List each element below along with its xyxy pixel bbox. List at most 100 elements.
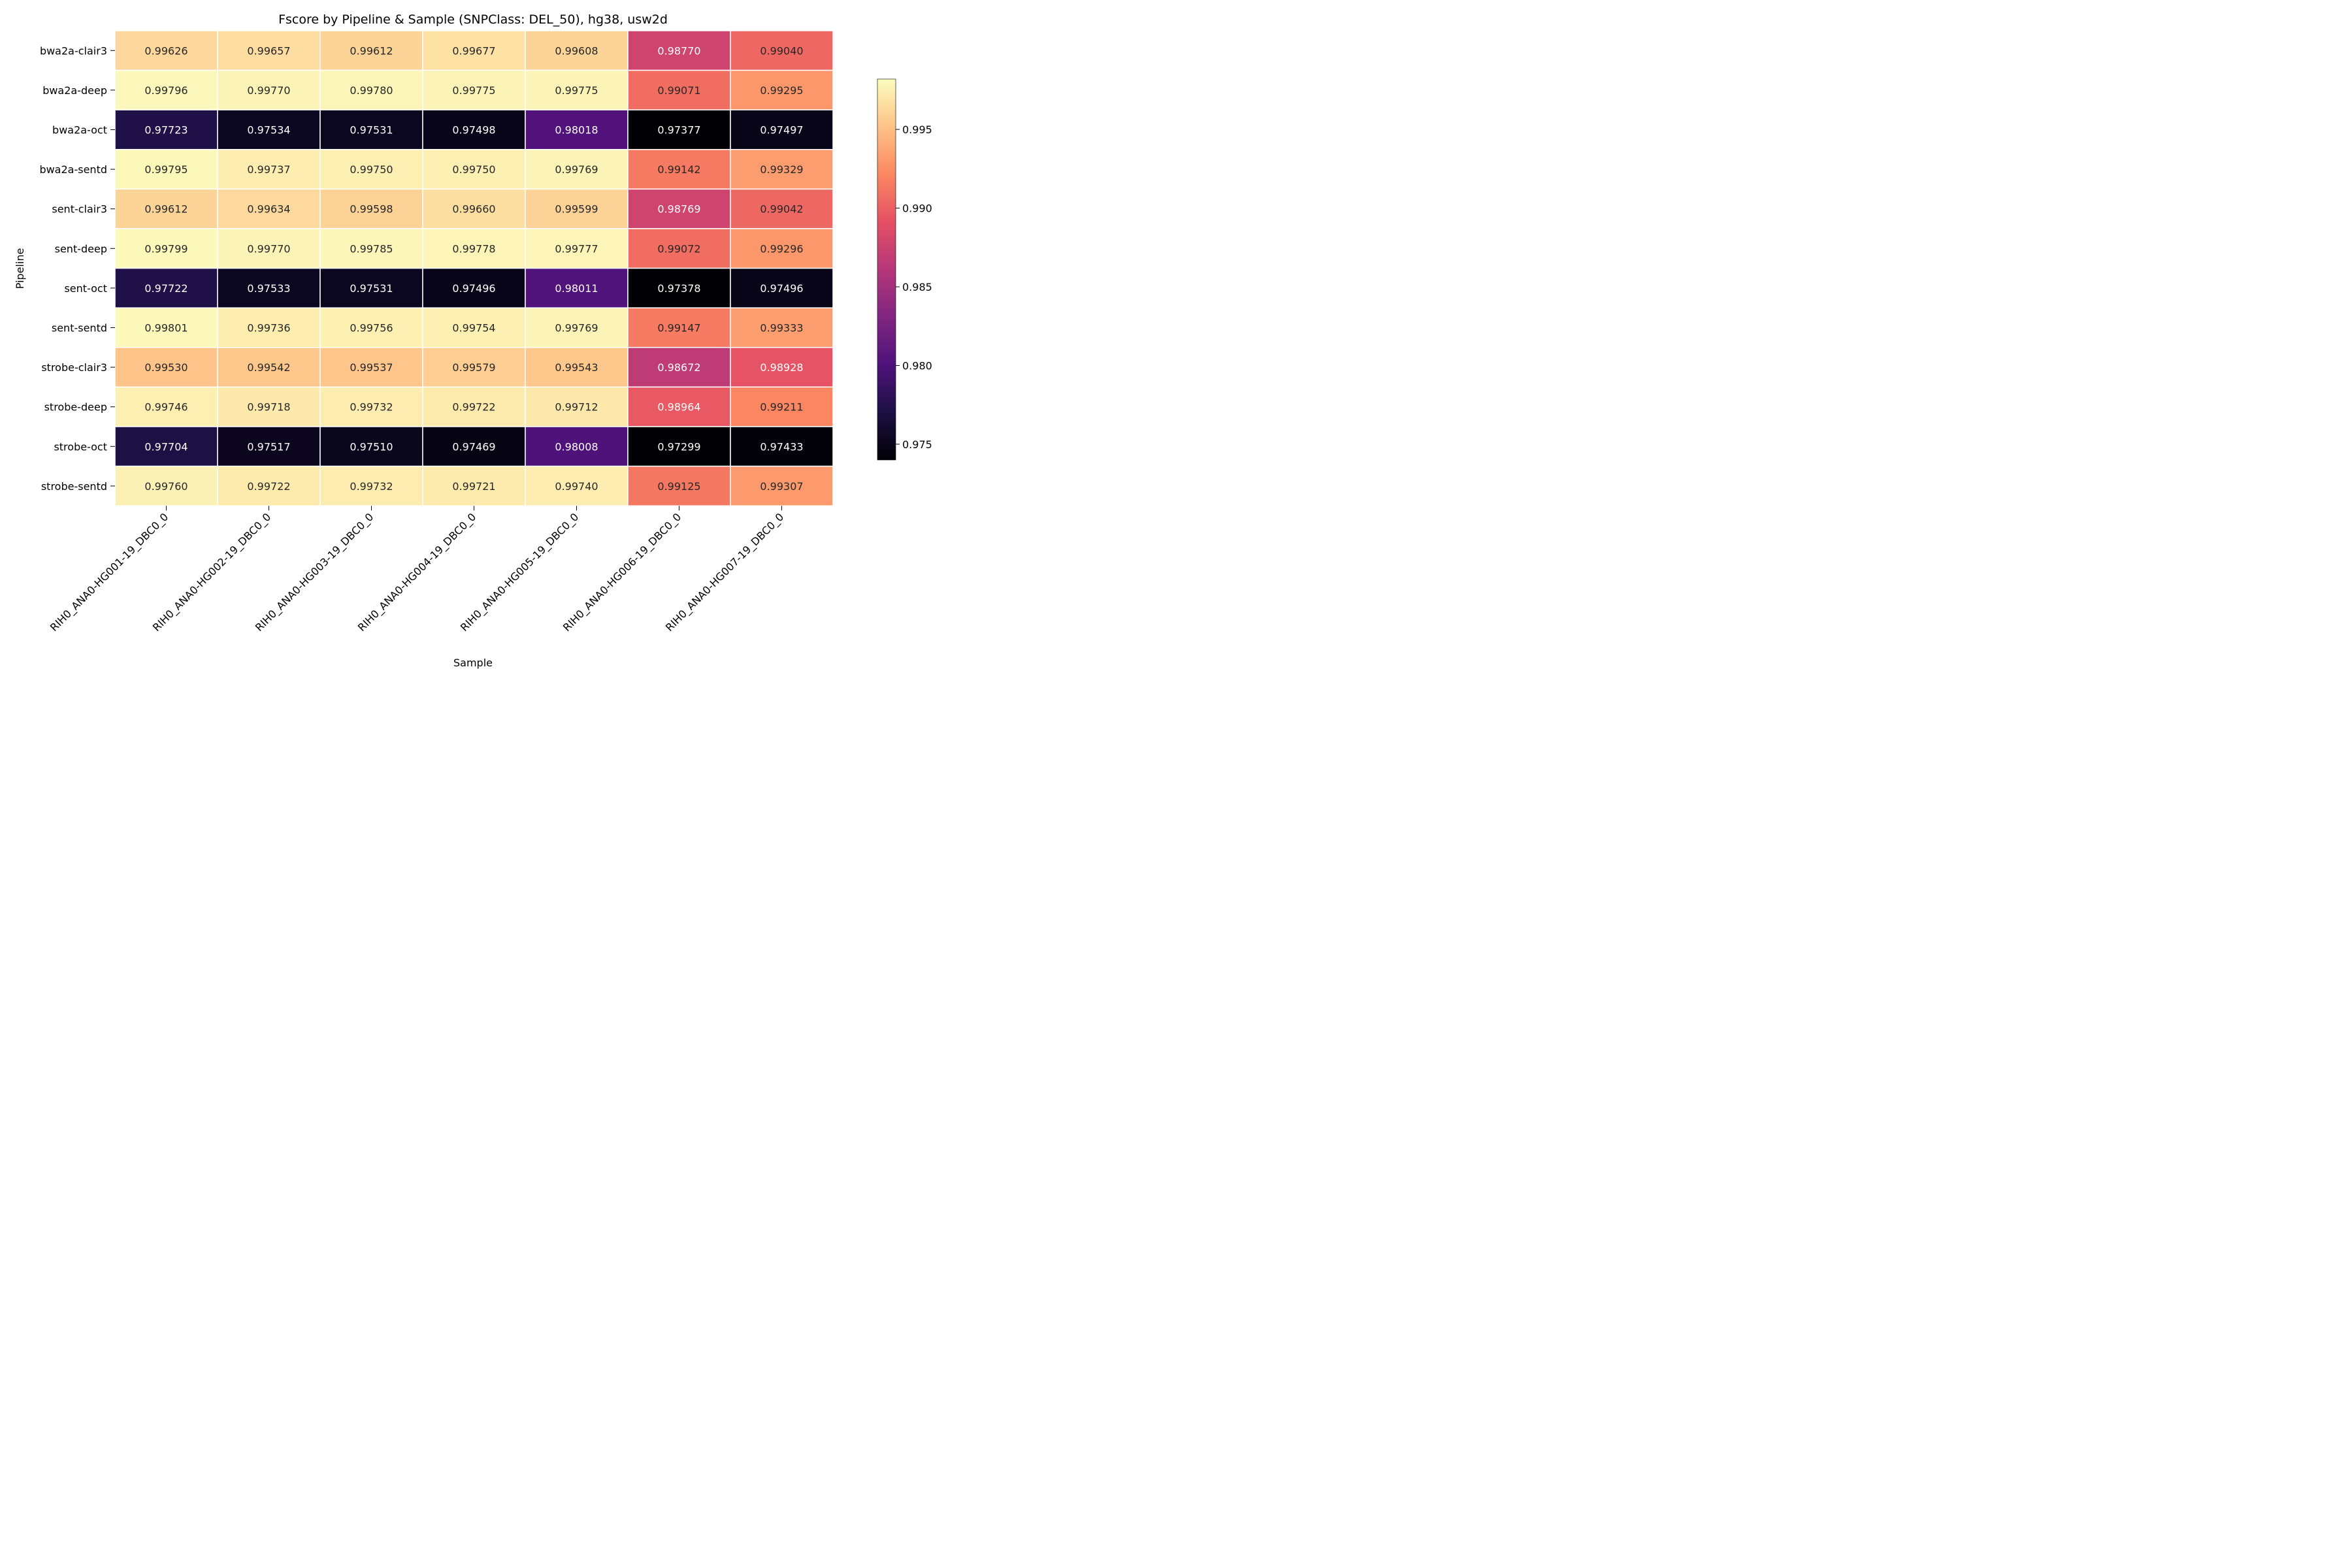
row-label: bwa2a-sentd	[39, 163, 107, 176]
cell-value-label: 0.97510	[350, 440, 393, 453]
heatmap-cell	[525, 465, 629, 506]
heatmap-cell	[114, 30, 218, 71]
heatmap-cell	[525, 69, 629, 110]
heatmap-cells: 0.99626 0.99657 0.99612 0.99677 0.99608 0.987…	[114, 30, 834, 506]
row-labels: bwa2a-clair3 bwa2a-deep bwa2a-oct bwa2a-sen…	[39, 44, 115, 493]
colorbar-tick-label: 0.980	[902, 359, 932, 372]
cell-value-label: 0.99778	[452, 242, 495, 255]
cell-value-label: 0.99042	[760, 203, 803, 216]
row-label: strobe-deep	[44, 401, 107, 414]
cell-value-label: 0.99530	[144, 361, 188, 374]
heatmap-cell	[319, 188, 423, 229]
cell-value-label: 0.99537	[350, 361, 393, 374]
row-label: bwa2a-deep	[42, 84, 107, 97]
cell-value-label: 0.97531	[350, 282, 393, 295]
heatmap-cell	[114, 465, 218, 506]
heatmap-cell	[422, 267, 526, 308]
heatmap-cell	[730, 386, 834, 427]
cell-value-label: 0.97433	[760, 440, 803, 453]
y-axis-label: Pipeline	[14, 248, 26, 289]
cell-value-label: 0.99736	[247, 322, 290, 335]
row-label: bwa2a-clair3	[40, 44, 107, 57]
heatmap-cell	[422, 386, 526, 427]
cell-value-label: 0.97496	[760, 282, 803, 295]
heatmap-cell	[525, 386, 629, 427]
cell-value-label: 0.99329	[760, 163, 803, 176]
cell-value-label: 0.99760	[144, 480, 188, 493]
cell-value-label: 0.99634	[247, 203, 290, 216]
cell-value-label: 0.99775	[555, 84, 598, 97]
heatmap-cell	[730, 307, 834, 348]
cell-value-label: 0.98928	[760, 361, 803, 374]
heatmap-cell	[627, 267, 731, 308]
cell-value-label: 0.99721	[452, 480, 495, 493]
cell-value-label: 0.99718	[247, 401, 290, 414]
heatmap-cell	[525, 347, 629, 388]
heatmap-cell	[217, 30, 321, 71]
cell-value-label: 0.98018	[555, 124, 598, 137]
cell-value-label: 0.99769	[555, 163, 598, 176]
cell-value-label: 0.99612	[350, 44, 393, 57]
cell-value-label: 0.99040	[760, 44, 803, 57]
cell-value-label: 0.99775	[452, 84, 495, 97]
heatmap-cell	[627, 465, 731, 506]
cell-value-label: 0.99125	[657, 480, 700, 493]
cell-value-label: 0.99756	[350, 322, 393, 335]
heatmap-cell	[730, 228, 834, 269]
cell-value-label: 0.99785	[350, 242, 393, 255]
cell-value-label: 0.99732	[350, 480, 393, 493]
heatmap-cell	[422, 149, 526, 190]
heatmap-cell	[422, 109, 526, 150]
colorbar-tick-label: 0.985	[902, 281, 932, 293]
cell-value-label: 0.97534	[247, 124, 290, 137]
cell-value-label: 0.99307	[760, 480, 803, 493]
row-label: sent-deep	[55, 242, 107, 255]
colorbar-gradient	[877, 78, 896, 461]
cell-value-label: 0.99777	[555, 242, 598, 255]
row-label: bwa2a-oct	[52, 124, 107, 137]
column-labels: RIH0_ANA0-HG001-19_DBC0_0RIH0_ANA0-HG002…	[48, 506, 787, 634]
heatmap-cell	[217, 149, 321, 190]
cell-value-label: 0.99296	[760, 242, 803, 255]
heatmap-cell	[422, 228, 526, 269]
cell-value-label: 0.97378	[657, 282, 700, 295]
cell-value-label: 0.99737	[247, 163, 290, 176]
heatmap-cell	[627, 109, 731, 150]
heatmap-cell	[114, 267, 218, 308]
cell-value-label: 0.99750	[452, 163, 495, 176]
heatmap-cell	[730, 426, 834, 467]
heatmap-cell	[422, 426, 526, 467]
row-label: strobe-sentd	[41, 480, 107, 493]
cell-value-label: 0.99677	[452, 44, 495, 57]
cell-value-label: 0.97299	[657, 440, 700, 453]
heatmap-cell	[114, 307, 218, 348]
cell-value-label: 0.98008	[555, 440, 598, 453]
cell-value-label: 0.99612	[144, 203, 188, 216]
cell-value-label: 0.97469	[452, 440, 495, 453]
cell-value-label: 0.99295	[760, 84, 803, 97]
cell-value-label: 0.99712	[555, 401, 598, 414]
heatmap-cell	[730, 109, 834, 150]
heatmap-cell	[217, 426, 321, 467]
colorbar-tick-label: 0.990	[902, 203, 932, 215]
column-label: RIH0_ANA0-HG006-19_DBC0_0	[561, 511, 684, 634]
cell-value-label: 0.99722	[452, 401, 495, 414]
column-label: RIH0_ANA0-HG005-19_DBC0_0	[458, 511, 581, 634]
cell-value-label: 0.99770	[247, 242, 290, 255]
cell-value-label: 0.97377	[657, 124, 700, 137]
cell-value-label: 0.97531	[350, 124, 393, 137]
cell-value-label: 0.99147	[657, 322, 700, 335]
cell-value-label: 0.99722	[247, 480, 290, 493]
heatmap-cell	[319, 386, 423, 427]
cell-value-label: 0.99754	[452, 322, 495, 335]
cell-value-label: 0.97497	[760, 124, 803, 137]
cell-value-label: 0.99608	[555, 44, 598, 57]
cell-value-label: 0.99796	[144, 84, 188, 97]
heatmap-cell	[525, 228, 629, 269]
heatmap-cell	[114, 228, 218, 269]
cell-value-label: 0.99799	[144, 242, 188, 255]
heatmap-cell	[114, 386, 218, 427]
cell-value-label: 0.99579	[452, 361, 495, 374]
heatmap-cell	[114, 188, 218, 229]
column-label: RIH0_ANA0-HG004-19_DBC0_0	[355, 511, 479, 634]
